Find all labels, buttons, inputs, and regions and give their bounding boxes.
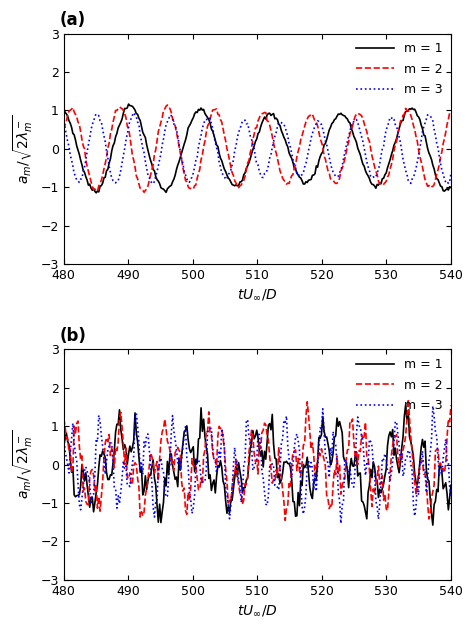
m = 1: [93, 189, 99, 197]
m = 3: [298, 481, 304, 489]
Y-axis label: $a_m/\sqrt{2\lambda_m^-}$: $a_m/\sqrt{2\lambda_m^-}$: [11, 430, 35, 499]
m = 1: [298, 477, 304, 485]
m = 1: [290, 498, 296, 505]
Line: m = 3: m = 3: [64, 113, 451, 184]
m = 3: [293, 164, 299, 172]
m = 1: [62, 109, 68, 116]
m = 1: [430, 521, 436, 529]
m = 2: [292, 447, 297, 455]
m = 1: [62, 435, 68, 442]
m = 3: [61, 433, 67, 441]
m = 2: [389, 452, 394, 459]
m = 3: [448, 170, 454, 177]
m = 1: [126, 100, 131, 108]
m = 3: [338, 520, 344, 527]
m = 1: [293, 165, 299, 173]
m = 2: [414, 138, 420, 145]
Line: m = 1: m = 1: [64, 104, 451, 193]
m = 3: [301, 169, 306, 177]
m = 2: [61, 415, 67, 422]
m = 3: [62, 447, 68, 455]
m = 3: [150, 180, 156, 187]
m = 3: [414, 159, 420, 166]
Text: (a): (a): [60, 11, 86, 29]
Line: m = 2: m = 2: [64, 105, 451, 192]
m = 3: [131, 109, 137, 116]
Line: m = 3: m = 3: [64, 406, 451, 523]
m = 1: [390, 147, 395, 155]
Line: m = 1: m = 1: [64, 405, 451, 525]
m = 3: [292, 444, 297, 452]
m = 2: [62, 121, 68, 128]
m = 1: [414, 112, 420, 120]
m = 1: [294, 169, 300, 177]
Legend: m = 1, m = 2, m = 3: m = 1, m = 2, m = 3: [351, 353, 447, 417]
m = 2: [405, 396, 411, 403]
m = 1: [61, 442, 67, 449]
m = 2: [61, 126, 67, 133]
m = 2: [448, 401, 454, 409]
m = 1: [403, 401, 409, 409]
m = 3: [290, 461, 296, 469]
m = 2: [141, 189, 147, 196]
m = 1: [292, 498, 297, 506]
X-axis label: $tU_\infty/D$: $tU_\infty/D$: [237, 603, 278, 618]
m = 2: [299, 459, 305, 467]
m = 2: [164, 101, 170, 109]
m = 3: [430, 402, 436, 409]
m = 2: [390, 155, 395, 163]
m = 1: [387, 428, 393, 436]
m = 2: [62, 423, 68, 431]
m = 2: [448, 108, 454, 116]
m = 3: [294, 169, 300, 176]
m = 1: [301, 181, 306, 188]
X-axis label: $tU_\infty/D$: $tU_\infty/D$: [237, 287, 278, 302]
Text: (b): (b): [60, 327, 87, 345]
m = 2: [283, 516, 288, 524]
m = 2: [294, 153, 300, 160]
m = 3: [61, 118, 67, 126]
m = 2: [293, 446, 299, 454]
m = 2: [301, 127, 306, 135]
Legend: m = 1, m = 2, m = 3: m = 1, m = 2, m = 3: [351, 37, 447, 101]
m = 2: [414, 479, 420, 486]
m = 2: [293, 161, 299, 169]
Line: m = 2: m = 2: [64, 399, 451, 520]
m = 1: [448, 184, 454, 191]
m = 1: [448, 482, 454, 489]
m = 1: [61, 104, 67, 112]
m = 3: [62, 125, 68, 132]
m = 3: [389, 469, 394, 477]
m = 3: [413, 503, 419, 510]
m = 3: [390, 113, 395, 121]
m = 1: [413, 479, 419, 486]
m = 3: [448, 493, 454, 501]
Y-axis label: $a_m/\sqrt{2\lambda_m^-}$: $a_m/\sqrt{2\lambda_m^-}$: [11, 114, 35, 184]
